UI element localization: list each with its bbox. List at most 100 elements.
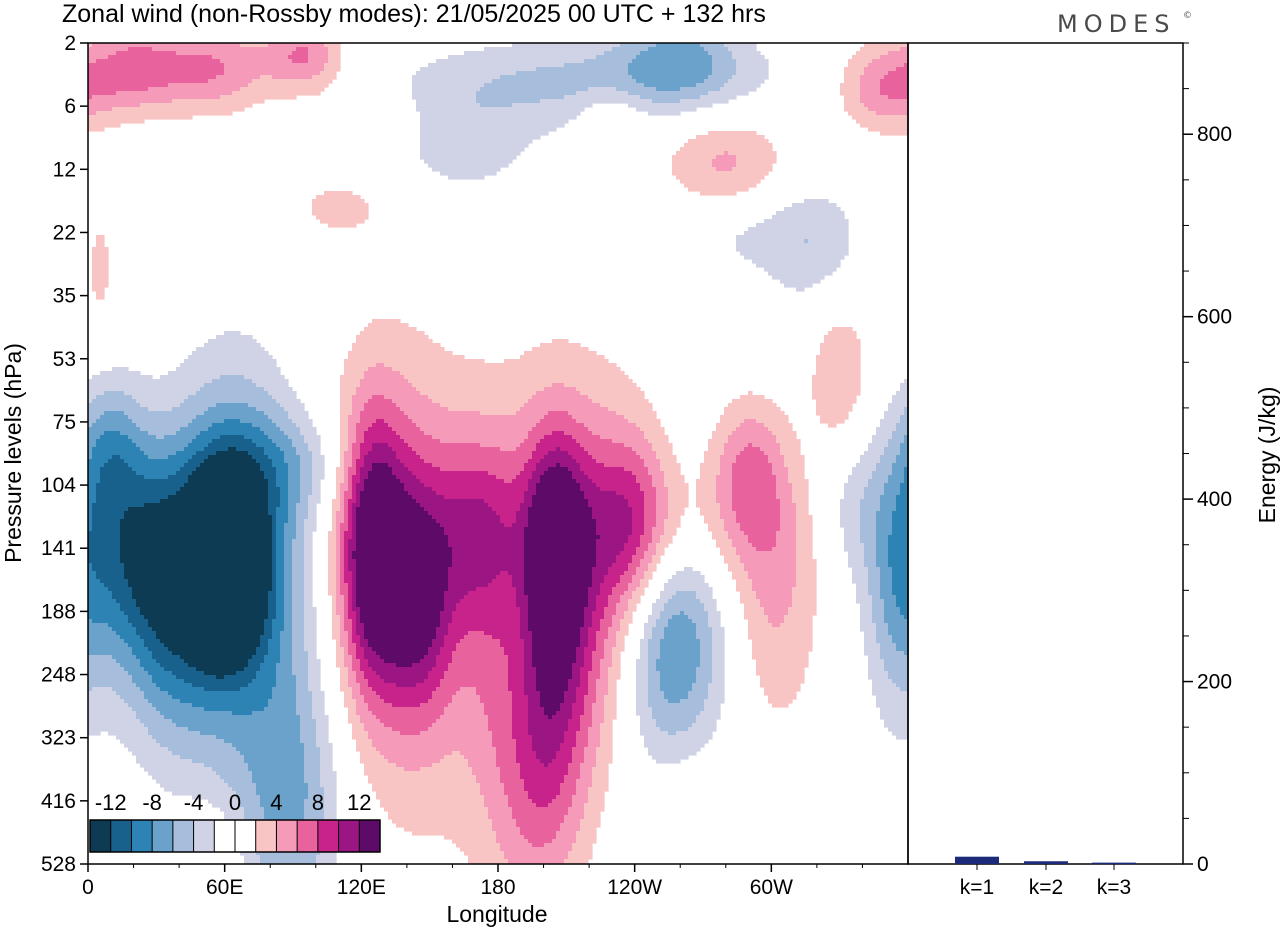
heatmap-cell xyxy=(448,539,525,544)
heatmap-cell xyxy=(668,623,697,628)
heatmap-cell xyxy=(356,487,365,492)
heatmap-cell xyxy=(520,775,565,780)
heatmap-cell xyxy=(368,679,385,684)
heatmap-cell xyxy=(276,603,285,608)
heatmap-cell xyxy=(868,667,885,672)
heatmap-cell xyxy=(100,475,145,480)
heatmap-cell xyxy=(284,611,293,616)
heatmap-cell xyxy=(508,859,565,864)
heatmap-cell xyxy=(572,847,593,852)
heatmap-cell xyxy=(96,495,169,500)
heatmap-cell xyxy=(348,439,357,444)
heatmap-cell xyxy=(112,591,133,596)
heatmap-cell xyxy=(664,527,677,532)
heatmap-cell xyxy=(264,631,273,636)
heatmap-cell xyxy=(332,511,337,516)
heatmap-cell xyxy=(796,511,809,516)
heatmap-cell xyxy=(648,667,657,672)
heatmap-cell xyxy=(536,67,629,72)
heatmap-cell xyxy=(196,467,261,472)
heatmap-cell xyxy=(880,575,893,580)
heatmap-cell xyxy=(468,763,497,768)
heatmap-cell xyxy=(716,543,733,548)
heatmap-cell xyxy=(348,607,353,612)
heatmap-cell xyxy=(308,659,321,664)
heatmap-cell xyxy=(664,519,681,524)
heatmap-cell xyxy=(852,467,877,472)
heatmap-cell xyxy=(500,447,517,452)
heatmap-cell xyxy=(752,651,809,656)
heatmap-cell xyxy=(304,811,325,816)
heatmap-cell xyxy=(876,463,893,468)
heatmap-cell xyxy=(136,443,189,448)
heatmap-cell xyxy=(432,639,445,644)
heatmap-cell xyxy=(808,239,849,244)
heatmap-cell xyxy=(520,831,557,836)
heatmap-cell xyxy=(644,507,657,512)
heatmap-cell xyxy=(708,687,725,692)
heatmap-cell xyxy=(300,467,313,472)
heatmap-cell xyxy=(524,779,565,784)
heatmap-cell xyxy=(600,535,629,540)
y-axis-label: Pressure levels (hPa) xyxy=(0,343,26,563)
colorbar-label: 12 xyxy=(347,790,371,815)
heatmap-cell xyxy=(88,515,93,520)
heatmap-cell xyxy=(596,691,609,696)
heatmap-cell xyxy=(252,779,305,784)
heatmap-cell xyxy=(284,555,293,560)
heatmap-cell xyxy=(896,643,909,648)
heatmap-cell xyxy=(592,583,601,588)
heatmap-cell xyxy=(708,91,749,96)
heatmap-cell xyxy=(344,651,349,656)
heatmap-cell xyxy=(532,739,565,744)
heatmap-cell xyxy=(616,583,629,588)
heatmap-cell xyxy=(352,519,357,524)
heatmap-cell xyxy=(524,351,597,356)
heatmap-cell xyxy=(364,723,385,728)
heatmap-cell xyxy=(596,759,613,764)
heatmap-cell xyxy=(364,327,417,332)
heatmap-cell xyxy=(360,643,369,648)
heatmap-cell xyxy=(696,479,717,484)
heatmap-cell xyxy=(528,839,553,844)
heatmap-cell xyxy=(776,531,797,536)
heatmap-cell xyxy=(652,479,665,484)
heatmap-cell xyxy=(196,667,245,672)
heatmap-cell xyxy=(124,459,189,464)
heatmap-cell xyxy=(588,743,601,748)
heatmap-cell xyxy=(752,443,781,448)
heatmap-cell xyxy=(260,667,277,672)
heatmap-cell xyxy=(88,523,93,528)
heatmap-cell xyxy=(704,603,717,608)
heatmap-cell xyxy=(544,711,557,716)
heatmap-cell xyxy=(276,587,285,592)
heatmap-cell xyxy=(380,655,425,660)
heatmap-cell xyxy=(704,455,721,460)
heatmap-cell xyxy=(140,659,157,664)
heatmap-cell xyxy=(568,679,581,684)
heatmap-cell xyxy=(292,591,305,596)
heatmap-cell xyxy=(636,475,653,480)
heatmap-cell xyxy=(460,751,497,756)
heatmap-cell xyxy=(448,623,521,628)
heatmap-cell xyxy=(380,675,429,680)
heatmap-cell xyxy=(356,623,365,628)
heatmap-cell xyxy=(520,443,537,448)
heatmap-cell xyxy=(444,607,457,612)
heatmap-cell xyxy=(344,519,349,524)
heatmap-cell xyxy=(260,639,269,644)
heatmap-cell xyxy=(484,499,525,504)
heatmap-cell xyxy=(88,543,121,548)
heatmap-cell xyxy=(708,623,721,628)
heatmap-cell xyxy=(596,683,609,688)
heatmap-cell xyxy=(592,655,605,660)
heatmap-cell xyxy=(868,483,885,488)
heatmap-cell xyxy=(504,851,569,856)
heatmap-cell xyxy=(524,679,537,684)
heatmap-cell xyxy=(580,767,593,772)
heatmap-cell xyxy=(524,643,533,648)
heatmap-cell xyxy=(900,387,909,392)
heatmap-cell xyxy=(596,763,609,768)
heatmap-field xyxy=(88,43,909,865)
heatmap-cell xyxy=(92,567,125,572)
